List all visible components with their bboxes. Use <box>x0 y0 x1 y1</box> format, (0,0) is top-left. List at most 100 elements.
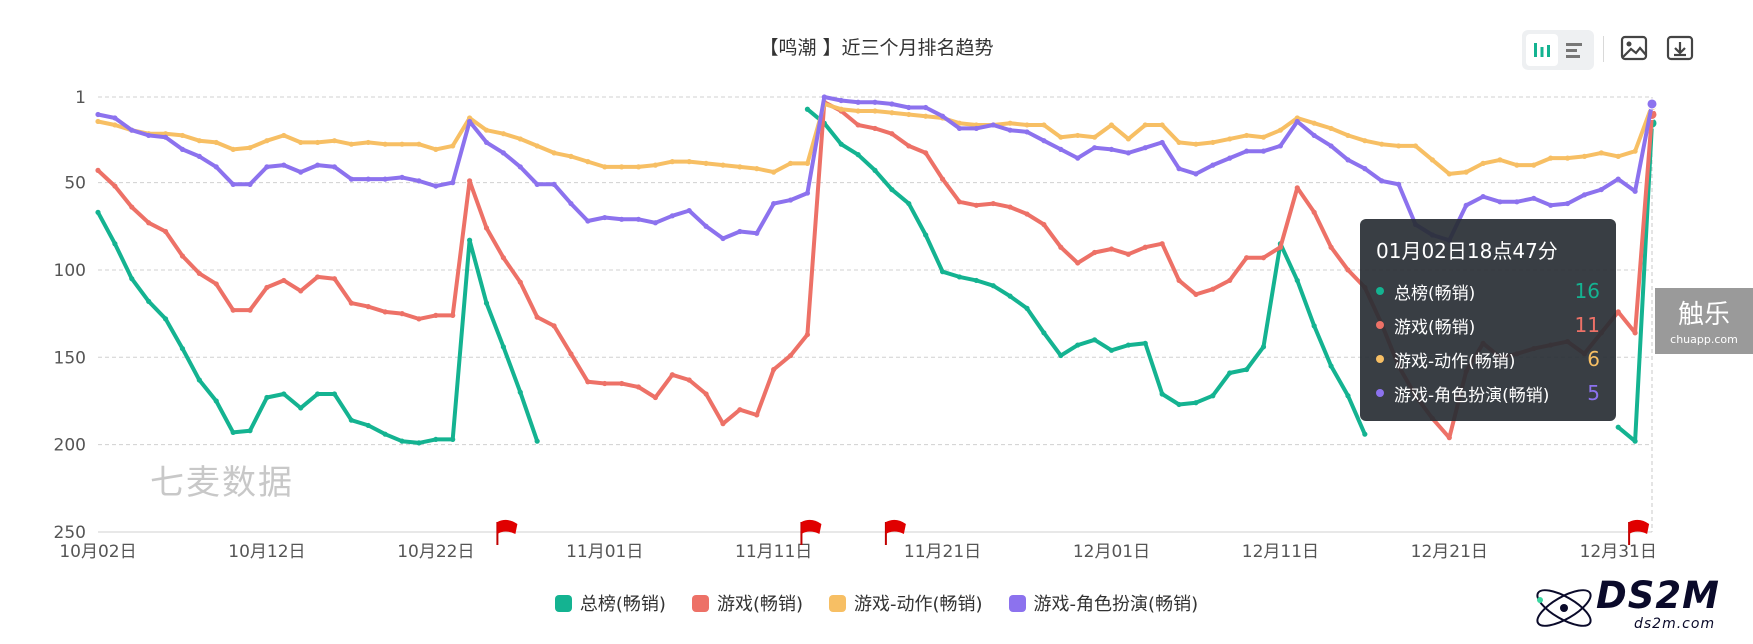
download-icon[interactable] <box>1664 32 1696 64</box>
data-point <box>500 344 506 350</box>
data-point <box>1007 120 1013 126</box>
data-point <box>737 164 743 170</box>
data-point <box>923 113 929 119</box>
list-icon[interactable] <box>1558 34 1590 66</box>
brand-tab[interactable]: 触乐 chuapp.com <box>1655 288 1753 354</box>
data-point <box>1632 330 1638 336</box>
tooltip-row: 游戏(畅销) 11 <box>1376 308 1600 342</box>
data-point <box>1463 202 1469 208</box>
data-point <box>483 300 490 306</box>
data-point <box>1379 178 1385 184</box>
data-point <box>889 101 895 107</box>
data-point <box>1108 122 1115 128</box>
tooltip-series-name: 总榜(畅销) <box>1394 283 1476 304</box>
data-point <box>889 131 895 137</box>
data-point <box>956 274 963 280</box>
data-point <box>416 440 422 446</box>
data-point <box>1531 195 1537 201</box>
bar-chart-icon[interactable] <box>1526 34 1558 66</box>
data-point <box>1227 136 1233 142</box>
data-point <box>1210 393 1216 399</box>
legend-item[interactable]: 游戏-动作(畅销) <box>829 590 983 616</box>
data-point <box>534 314 540 320</box>
data-point <box>1632 148 1638 154</box>
data-point <box>619 216 625 222</box>
data-point <box>331 138 338 144</box>
x-tick-label: 10月22日 <box>397 542 474 562</box>
x-tick-label: 11月11日 <box>735 542 812 562</box>
data-point <box>433 312 439 318</box>
data-point <box>906 104 912 111</box>
data-point <box>906 111 912 118</box>
data-point <box>568 200 574 207</box>
data-point <box>281 132 287 139</box>
data-point <box>95 118 101 125</box>
save-image-button[interactable] <box>1618 30 1650 66</box>
data-point <box>399 311 405 317</box>
y-tick-label: 250 <box>54 523 86 543</box>
data-point <box>939 269 946 275</box>
data-point <box>838 97 844 104</box>
data-point <box>1345 267 1351 273</box>
data-point <box>1091 145 1098 151</box>
data-point <box>1362 138 1368 144</box>
data-point <box>450 180 456 186</box>
legend-item[interactable]: 游戏-角色扮演(畅销) <box>1008 590 1199 616</box>
download-button[interactable] <box>1664 30 1696 66</box>
data-point <box>314 391 321 397</box>
data-point <box>838 141 844 147</box>
data-point <box>162 316 169 322</box>
x-tick-label: 11月21日 <box>904 542 981 562</box>
data-point <box>872 108 878 114</box>
data-point <box>112 183 118 189</box>
legend-swatch <box>829 594 846 612</box>
data-point <box>1227 277 1233 284</box>
data-point <box>1007 127 1013 133</box>
flag-icon <box>885 519 906 534</box>
data-point <box>551 323 557 329</box>
data-point <box>112 115 118 121</box>
data-point <box>348 417 354 423</box>
data-point <box>1193 400 1199 406</box>
data-point <box>467 237 473 243</box>
data-point <box>1294 118 1300 125</box>
data-point <box>1277 143 1283 149</box>
data-point <box>517 279 523 285</box>
legend-label: 游戏-角色扮演(畅销) <box>1033 594 1199 615</box>
data-point <box>146 132 152 139</box>
data-point <box>906 200 912 207</box>
legend: 总榜(畅销) 游戏(畅销) 游戏-动作(畅销) 游戏-角色扮演(畅销) <box>0 590 1753 616</box>
data-point <box>365 139 371 146</box>
data-point <box>450 143 456 149</box>
data-point <box>399 174 405 180</box>
data-point <box>1514 162 1520 168</box>
data-point <box>162 134 169 140</box>
data-point <box>1244 366 1250 373</box>
data-point <box>956 199 963 205</box>
data-point <box>1311 323 1317 329</box>
series-line <box>805 107 1367 437</box>
data-point <box>314 274 321 280</box>
legend-swatch <box>1008 594 1026 612</box>
data-point <box>1446 435 1452 441</box>
data-point <box>314 139 321 146</box>
data-point <box>821 94 827 100</box>
data-point <box>1024 211 1030 217</box>
data-point <box>568 351 574 357</box>
data-point <box>517 136 523 142</box>
data-point <box>146 220 152 226</box>
brand-tab-main: 触乐 <box>1677 300 1730 330</box>
legend-item[interactable]: 游戏(畅销) <box>691 590 803 616</box>
data-point <box>619 164 625 170</box>
data-point <box>1311 120 1317 126</box>
data-point <box>1615 153 1621 159</box>
image-icon[interactable] <box>1618 32 1650 64</box>
data-point <box>517 164 523 170</box>
legend-item[interactable]: 总榜(畅销) <box>554 590 666 616</box>
data-point <box>1260 344 1267 350</box>
data-point <box>804 160 811 166</box>
data-point <box>1260 255 1267 261</box>
data-point <box>1227 155 1233 161</box>
data-point <box>1024 122 1030 128</box>
data-point <box>314 162 321 168</box>
